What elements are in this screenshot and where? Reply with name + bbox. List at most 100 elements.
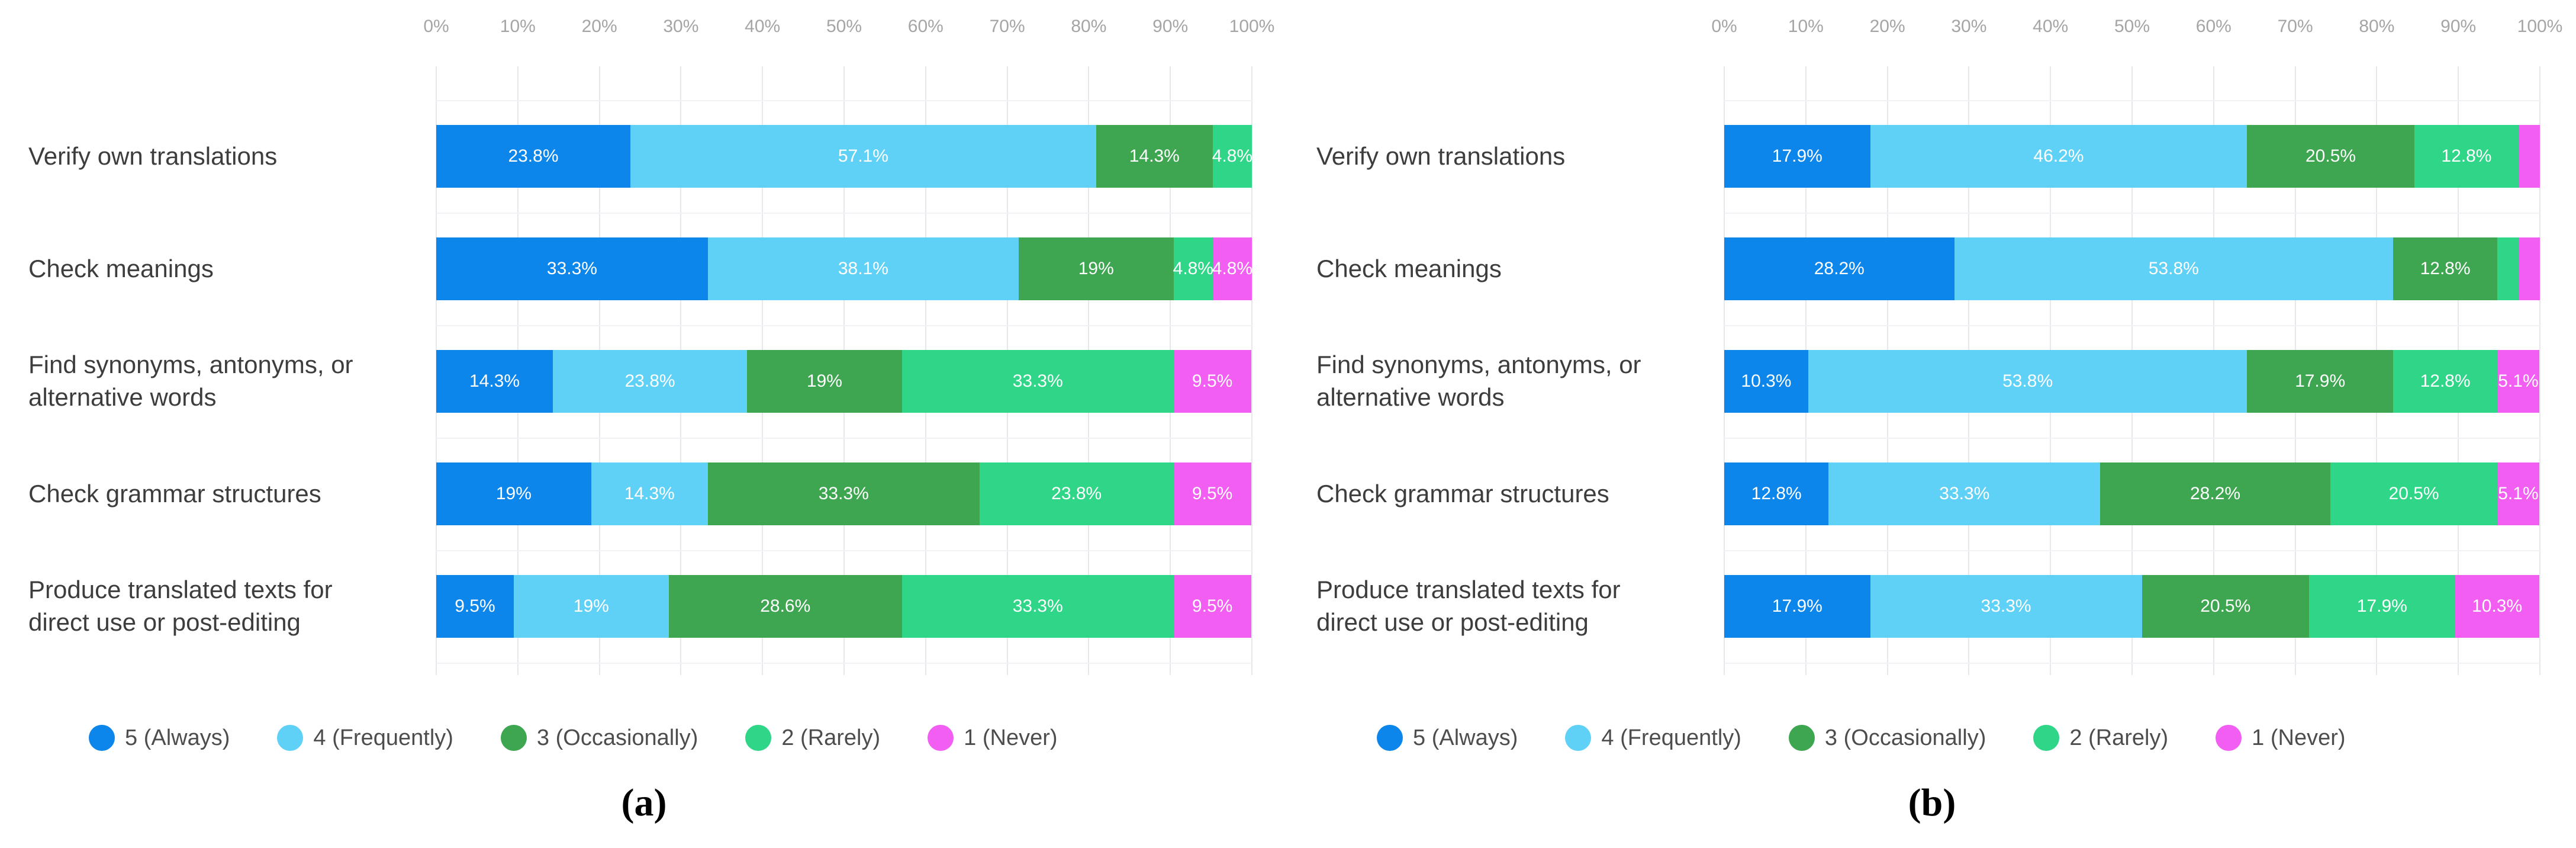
segment-value-label: 14.3% bbox=[1129, 146, 1180, 166]
segment-value-label: 46.2% bbox=[2033, 146, 2084, 166]
stacked-bar: 14.3% 23.8% 19% 33.3% 9.5% bbox=[436, 350, 1252, 413]
category-label: Verify own translations bbox=[28, 142, 278, 170]
stacked-bar: 23.8% 57.1% 14.3% 4.8% bbox=[436, 125, 1252, 188]
stacked-bar: 9.5% 19% 28.6% 33.3% 9.5% bbox=[436, 575, 1252, 638]
legend-item-label: 4 (Frequently) bbox=[313, 725, 453, 750]
legend-item-label: 1 (Never) bbox=[964, 725, 1058, 750]
stacked-bar: 28.2% 53.8% 12.8% bbox=[1724, 237, 2540, 300]
segment-value-label: 33.3% bbox=[546, 259, 597, 278]
segment-value-label: 4.8% bbox=[1173, 259, 1213, 278]
bar-segment-3-occasionally: 28.2% bbox=[2100, 462, 2330, 525]
band-separator-line bbox=[1724, 438, 2540, 439]
x-axis-tick-label: 90% bbox=[2440, 17, 2477, 36]
category-label: Check meanings bbox=[28, 254, 214, 282]
bar-segment-1-never bbox=[2519, 237, 2540, 300]
bar-segment-5-always: 9.5% bbox=[436, 575, 514, 638]
bar-segment-1-never: 9.5% bbox=[1173, 350, 1251, 413]
segment-value-label: 4.8% bbox=[1212, 146, 1253, 166]
bar-segment-4-frequently: 38.1% bbox=[707, 237, 1019, 300]
stacked-bar: 17.9% 46.2% 20.5% 12.8% bbox=[1724, 125, 2540, 188]
band-separator-line bbox=[1724, 550, 2540, 551]
band-separator-line bbox=[436, 100, 1252, 101]
legend-dot-icon bbox=[1788, 725, 1815, 751]
x-axis-tick-label: 100% bbox=[1229, 17, 1275, 36]
category-label: Check grammar structures bbox=[28, 479, 321, 507]
segment-value-label: 9.5% bbox=[1192, 596, 1233, 616]
segment-value-label: 33.3% bbox=[818, 484, 869, 503]
rows: Verify own translations 17.9% 46.2% 20.5% 12… bbox=[1288, 100, 2540, 663]
bar-segment-3-occasionally: 33.3% bbox=[707, 462, 980, 525]
bar-segment-1-never: 10.3% bbox=[2455, 575, 2539, 638]
segment-value-label: 57.1% bbox=[838, 146, 888, 166]
band-separator-line bbox=[436, 213, 1252, 214]
x-axis-tick-label: 70% bbox=[989, 17, 1025, 36]
legend-dot-icon bbox=[1565, 725, 1592, 751]
legend-item-4-frequently: 4 (Frequently) bbox=[277, 725, 453, 751]
segment-value-label: 17.9% bbox=[1772, 146, 1822, 166]
stacked-bar: 19% 14.3% 33.3% 23.8% 9.5% bbox=[436, 462, 1252, 525]
category-label: Check meanings bbox=[1316, 254, 1502, 282]
stacked-bar: 10.3% 53.8% 17.9% 12.8% 5.1% bbox=[1724, 350, 2540, 413]
legend-item-label: 4 (Frequently) bbox=[1601, 725, 1741, 750]
category-label: Find synonyms, antonyms, or alternative … bbox=[1316, 351, 1641, 411]
x-axis-tick-label: 20% bbox=[1869, 17, 1905, 36]
bar-segment-1-never: 5.1% bbox=[2497, 350, 2539, 413]
legend-dot-icon bbox=[2033, 725, 2060, 751]
segment-value-label: 9.5% bbox=[1192, 484, 1233, 503]
segment-value-label: 19% bbox=[573, 596, 609, 616]
legend-item-label: 5 (Always) bbox=[125, 725, 230, 750]
panel-caption: (a) bbox=[621, 781, 667, 824]
segment-value-label: 28.2% bbox=[2189, 484, 2241, 503]
x-axis-tick-label: 60% bbox=[907, 17, 944, 36]
segment-value-label: 9.5% bbox=[455, 596, 495, 616]
segment-value-label: 17.9% bbox=[1772, 596, 1822, 616]
category-label: Find synonyms, antonyms, or alternative … bbox=[28, 351, 353, 411]
legend-item-3-occasionally: 3 (Occasionally) bbox=[500, 725, 698, 751]
segment-value-label: 5.1% bbox=[2498, 371, 2539, 391]
segment-value-label: 33.3% bbox=[1939, 484, 1990, 503]
segment-value-label: 23.8% bbox=[624, 371, 675, 391]
segment-value-label: 14.3% bbox=[469, 371, 520, 391]
bar-segment-4-frequently: 33.3% bbox=[1828, 462, 2101, 525]
segment-value-label: 38.1% bbox=[838, 259, 888, 278]
legend-item-label: 3 (Occasionally) bbox=[536, 725, 698, 750]
stacked-bar: 17.9% 33.3% 20.5% 17.9% 10.3% bbox=[1724, 575, 2540, 638]
bar-segment-5-always: 14.3% bbox=[436, 350, 553, 413]
category-label: Check grammar structures bbox=[1316, 479, 1609, 507]
x-axis: 0% 10% 20% 30% 40% 50% 60% 70% 80% 90% 100% bbox=[1711, 17, 2562, 45]
segment-value-label: 17.9% bbox=[2356, 596, 2407, 616]
bar-segment-1-never: 9.5% bbox=[1173, 575, 1251, 638]
legend-item-label: 5 (Always) bbox=[1413, 725, 1518, 750]
legend-dot-icon bbox=[277, 725, 304, 751]
category-label: Verify own translations bbox=[1316, 142, 1566, 170]
bar-segment-5-always: 10.3% bbox=[1724, 350, 1808, 413]
bar-segment-3-occasionally: 17.9% bbox=[2247, 350, 2393, 413]
legend-item-label: 2 (Rarely) bbox=[781, 725, 881, 750]
gridline bbox=[2539, 66, 2540, 675]
legend-dot-icon bbox=[2216, 725, 2242, 751]
x-axis-tick-label: 80% bbox=[1071, 17, 1107, 36]
category-row: Check meanings 28.2% 53.8% 12.8% bbox=[1288, 213, 2540, 325]
band-separator-line bbox=[1724, 100, 2540, 101]
bar-segment-5-always: 12.8% bbox=[1724, 462, 1829, 525]
bar-segment-1-never: 9.5% bbox=[1173, 462, 1251, 525]
x-axis-tick-label: 40% bbox=[2033, 17, 2069, 36]
segment-value-label: 53.8% bbox=[2002, 371, 2053, 391]
category-row: Produce translated texts for direct use … bbox=[1288, 550, 2540, 663]
bar-segment-2-rarely: 12.8% bbox=[2414, 125, 2519, 188]
category-row: Check meanings 33.3% 38.1% 19% 4.8% 4.8% bbox=[0, 213, 1252, 325]
x-axis-tick-label: 100% bbox=[2517, 17, 2563, 36]
bar-segment-5-always: 17.9% bbox=[1724, 125, 1870, 188]
legend: 5 (Always) 4 (Frequently) 3 (Occasionally)… bbox=[1377, 725, 2346, 751]
x-axis-tick-label: 10% bbox=[500, 17, 536, 36]
category-label: Produce translated texts for direct use … bbox=[1316, 576, 1621, 636]
x-axis-tick-label: 90% bbox=[1152, 17, 1189, 36]
legend-item-label: 3 (Occasionally) bbox=[1824, 725, 1986, 750]
x-axis-tick-label: 0% bbox=[1711, 17, 1737, 36]
segment-value-label: 4.8% bbox=[1212, 259, 1253, 278]
segment-value-label: 10.3% bbox=[2472, 596, 2523, 616]
bar-segment-3-occasionally: 19% bbox=[747, 350, 902, 413]
segment-value-label: 20.5% bbox=[2200, 596, 2251, 616]
bar-segment-4-frequently: 53.8% bbox=[1954, 237, 2393, 300]
